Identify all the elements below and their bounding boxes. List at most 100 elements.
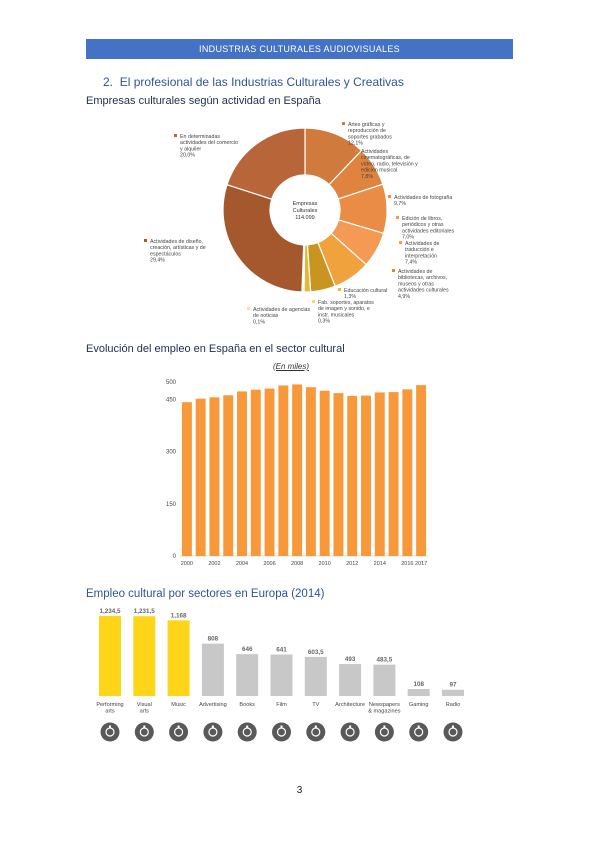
section-heading: 2. El profesional de las Industrias Cult… [103,75,404,89]
sector-bar [270,654,293,696]
sector-category-label: Books [239,702,255,708]
page-number: 3 [296,785,303,796]
employment-bar [278,385,289,556]
architecture-icon [340,722,360,742]
y-tick-label: 150 [166,502,177,508]
center-value: 114.099 [295,215,314,221]
x-tick-label: 2002 [208,561,220,567]
sector-category-label: Visual [137,702,152,708]
slice-label: traducción e [405,247,434,253]
slice-label: actividades culturales [398,288,449,294]
x-tick-label: 2012 [346,561,358,567]
employment-bar [237,391,247,556]
slice-value-label: 4,9% [398,294,410,300]
advertising-icon [203,722,223,742]
legend-marker [174,134,177,137]
sector-bar [99,616,121,696]
slice-label: y alquiler [180,146,201,152]
sector-category-label: Music [171,702,186,708]
legend-marker [392,269,395,272]
sector-value-label: 603,5 [308,649,324,656]
x-tick-label: 2008 [291,561,303,567]
sector-category-label: Architecture [335,702,365,708]
slice-value-label: 7,8% [361,174,373,180]
slice-label: instr. musicales [318,312,355,318]
employment-bar [402,389,413,556]
sector-category-label: arts [140,709,150,715]
slice-label: Actividades de agencias [253,307,310,313]
x-tick-label: 2016 [401,561,413,567]
visual-arts-icon [134,722,154,742]
legend-marker [396,216,399,219]
section-title: El profesional de las Industrias Cultura… [119,75,404,89]
chart2-subtitle: (En miles) [273,362,310,371]
slice-value-label: 20,0% [180,153,195,159]
sector-bar [407,689,430,696]
europe-bar-chart: 1,234,5Performingarts1,231,5Visualarts1,… [96,608,464,742]
slice-label: Actividades de diseño, [150,239,203,245]
slice-value-label: 12,1% [348,141,363,147]
sector-category-label: Newspapers [369,702,400,708]
slice-label: vídeo, radio, televisión y [361,161,418,167]
section-number: 2. [103,75,114,89]
sector-value-label: 108 [413,681,424,688]
slice-label: Artes gráficas y [348,122,385,128]
chart2-heading: Evolución del empleo en España en el sec… [86,343,345,355]
gaming-icon [409,722,429,742]
legend-marker [312,300,315,303]
slice-label: de imagen y sonido, e [318,306,370,312]
employment-bar [333,393,344,556]
x-tick-label: 2010 [319,561,331,567]
pie-chart: Empresas Culturales 114.099 Artes gráfic… [144,122,454,325]
header-bar: INDUSTRIAS CULTURALES AUDIOVISUALES [86,39,513,59]
center-label-1: Empresas [293,201,318,207]
x-tick-label: 2017 [415,561,427,567]
slice-label: Actividades de [398,269,433,275]
center-label-2: Culturales [293,208,318,214]
sector-value-label: 483,5 [377,657,393,664]
legend-marker [355,149,358,152]
slice-value-label: 1,3% [344,294,356,300]
sector-value-label: 641 [276,646,287,653]
employment-bar [209,397,220,556]
performing-arts-icon [100,722,120,742]
slice-value-label: 0,1% [253,319,265,325]
sector-category-label: & magazines [368,709,401,715]
y-tick-label: 450 [166,397,177,403]
employment-bar [319,390,330,556]
slice-label: Edición de libros, [402,216,442,222]
legend-marker [399,241,402,244]
legend-marker [388,195,391,198]
x-tick-label: 2000 [181,561,193,567]
employment-bar [250,389,261,556]
sector-bar [442,689,464,696]
sector-category-label: Performing [96,702,123,708]
sector-value-label: 1,234,5 [99,608,121,615]
tv-icon [306,722,326,742]
slice-label: actividades editoriales [402,228,454,234]
legend-marker [342,122,345,125]
slice-label: actividades del comercio [180,140,238,146]
chart1-heading: Empresas culturales según actividad en E… [86,95,321,107]
sector-bar [373,664,396,696]
x-tick-label: 2006 [263,561,275,567]
sector-value-label: 1,168 [171,612,187,619]
slice-label: Actividades de [405,241,440,247]
employment-bar [195,398,206,556]
employment-bar [264,388,275,556]
sector-value-label: 1,231,5 [134,608,156,615]
slice-label: bibliotecas, archivos, [398,275,447,281]
books-icon [237,722,257,742]
sector-bar [167,620,190,696]
slice-label: periódicos y otras [402,222,444,228]
slice-label: En determinadas [180,134,220,140]
slice-label: edición musical [361,168,397,174]
sector-category-label: arts [105,709,115,715]
donut-hole [270,175,340,245]
slice-label: Actividades [361,149,388,155]
y-tick-label: 300 [166,450,177,456]
employment-bar [361,395,371,556]
sector-bar [236,654,259,696]
sector-value-label: 97 [449,682,457,689]
music-icon [169,722,189,742]
